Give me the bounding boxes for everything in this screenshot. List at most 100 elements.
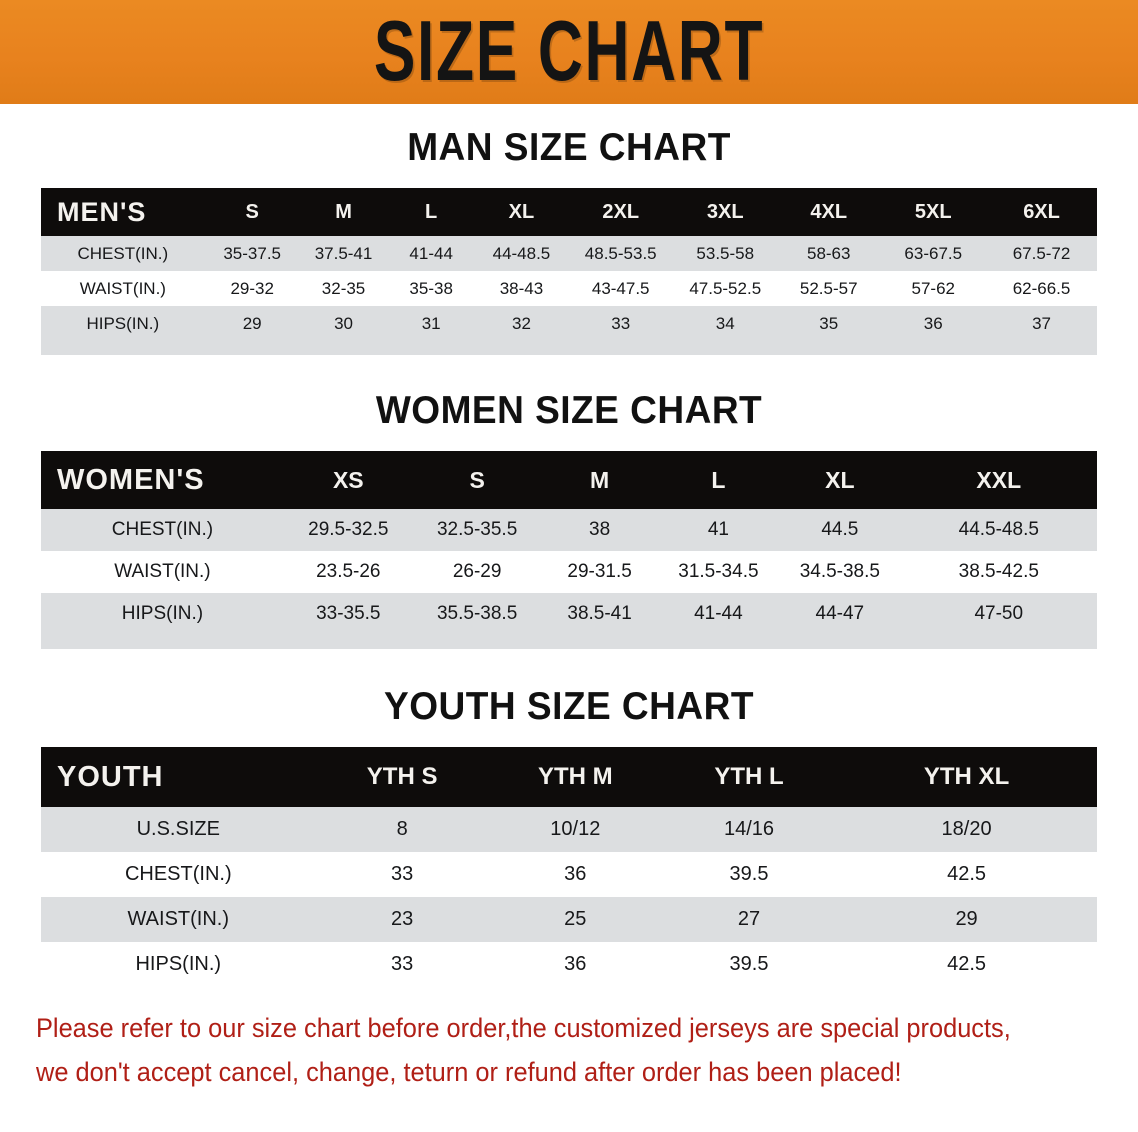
page-banner: SIZE CHART: [0, 0, 1138, 104]
cell: 58-63: [776, 236, 881, 271]
women-size-col-0: XS: [332, 466, 364, 493]
man-row-label-chest: CHEST(IN.): [41, 236, 205, 271]
man-section-title: MAN SIZE CHART: [407, 126, 731, 169]
youth-size-chart: YOUTH YTH S YTH M YTH L YTH XL U.S.SIZE …: [41, 747, 1097, 987]
cell: 34: [673, 306, 777, 341]
return-policy-note: Please refer to our size chart before or…: [36, 1007, 1038, 1094]
table-row: HIPS(IN.) 29 30 31 32 33 34 35 36 37: [41, 306, 1097, 341]
youth-row-label-waist: WAIST(IN.): [41, 897, 316, 942]
table-row: HIPS(IN.) 33-35.5 35.5-38.5 38.5-41 41-4…: [41, 593, 1097, 635]
cell: 29-31.5: [541, 551, 658, 593]
table-row: CHEST(IN.) 33 36 39.5 42.5: [41, 852, 1097, 897]
man-size-col-5: 3XL: [706, 200, 744, 223]
man-size-col-4: 2XL: [602, 200, 640, 223]
women-size-col-4: XL: [825, 466, 855, 493]
cell: 33: [315, 852, 489, 897]
cell: 44.5-48.5: [900, 509, 1097, 551]
women-size-col-5: XXL: [976, 466, 1022, 493]
cell: 63-67.5: [880, 236, 987, 271]
cell: 32.5-35.5: [412, 509, 542, 551]
youth-header-row: YOUTH YTH S YTH M YTH L YTH XL: [41, 747, 1097, 807]
women-size-col-2: M: [590, 466, 610, 493]
man-header-row: MEN'S S M L XL 2XL 3XL 4XL 5XL 6XL: [41, 188, 1097, 236]
cell: 32: [474, 306, 568, 341]
youth-size-col-1: YTH M: [537, 763, 613, 790]
women-header-row: WOMEN'S XS S M L XL XXL: [41, 451, 1097, 509]
table-row: WAIST(IN.) 23.5-26 26-29 29-31.5 31.5-34…: [41, 551, 1097, 593]
women-row-label-chest: CHEST(IN.): [41, 509, 284, 551]
women-section-title: WOMEN SIZE CHART: [375, 389, 763, 432]
cell: 38.5-41: [541, 593, 658, 635]
man-size-col-8: 6XL: [1023, 200, 1060, 223]
return-policy-line-1: Please refer to our size chart before or…: [36, 1013, 1011, 1043]
women-table-bottom-band: [41, 635, 1097, 649]
cell: 47-50: [900, 593, 1097, 635]
cell: 35: [776, 306, 881, 341]
cell: 42.5: [836, 942, 1097, 987]
man-size-chart: MEN'S S M L XL 2XL 3XL 4XL 5XL 6XL CHEST…: [41, 188, 1097, 355]
cell: 29: [204, 306, 300, 341]
cell: 38-43: [474, 271, 568, 306]
cell: 32-35: [299, 271, 388, 306]
man-table-label: MEN'S: [57, 196, 147, 227]
youth-row-label-chest: CHEST(IN.): [41, 852, 316, 897]
man-size-col-2: L: [425, 200, 438, 223]
women-size-col-3: L: [711, 466, 726, 493]
cell: 30: [299, 306, 388, 341]
cell: 33: [567, 306, 674, 341]
cell: 33: [315, 942, 489, 987]
cell: 35-38: [387, 271, 475, 306]
cell: 33-35.5: [283, 593, 413, 635]
youth-size-col-2: YTH L: [714, 763, 784, 790]
cell: 36: [880, 306, 987, 341]
youth-size-col-0: YTH S: [366, 763, 438, 790]
cell: 57-62: [880, 271, 987, 306]
cell: 35-37.5: [204, 236, 300, 271]
women-row-label-waist: WAIST(IN.): [41, 551, 284, 593]
cell: 43-47.5: [567, 271, 674, 306]
women-size-table: WOMEN'S XS S M L XL XXL CHEST(IN.) 29.5-…: [41, 451, 1097, 649]
youth-table-label: YOUTH: [57, 760, 164, 793]
youth-row-label-us-size: U.S.SIZE: [41, 807, 316, 852]
table-row: U.S.SIZE 8 10/12 14/16 18/20: [41, 807, 1097, 852]
cell: 53.5-58: [673, 236, 777, 271]
man-table-bottom-band: [41, 341, 1097, 355]
cell: 41: [657, 509, 780, 551]
table-row: CHEST(IN.) 35-37.5 37.5-41 41-44 44-48.5…: [41, 236, 1097, 271]
cell: 29.5-32.5: [283, 509, 413, 551]
cell: 25: [488, 897, 662, 942]
cell: 37.5-41: [299, 236, 388, 271]
return-policy-line-2: we don't accept cancel, change, teturn o…: [36, 1056, 902, 1087]
women-row-label-hips: HIPS(IN.): [41, 593, 284, 635]
cell: 37: [986, 306, 1097, 341]
man-row-label-waist: WAIST(IN.): [41, 271, 205, 306]
women-size-chart: WOMEN'S XS S M L XL XXL CHEST(IN.) 29.5-…: [41, 451, 1097, 649]
cell: 41-44: [387, 236, 475, 271]
cell: 67.5-72: [986, 236, 1097, 271]
cell: 42.5: [836, 852, 1097, 897]
man-size-col-1: M: [335, 200, 352, 223]
cell: 27: [661, 897, 837, 942]
youth-size-col-3: YTH XL: [923, 763, 1010, 790]
man-size-col-6: 4XL: [810, 200, 848, 223]
cell: 23.5-26: [283, 551, 413, 593]
women-size-col-1: S: [469, 466, 485, 493]
cell: 38.5-42.5: [900, 551, 1097, 593]
cell: 26-29: [412, 551, 542, 593]
cell: 44.5: [779, 509, 901, 551]
table-row: WAIST(IN.) 29-32 32-35 35-38 38-43 43-47…: [41, 271, 1097, 306]
cell: 38: [541, 509, 658, 551]
cell: 39.5: [661, 942, 837, 987]
cell: 48.5-53.5: [567, 236, 674, 271]
youth-row-label-hips: HIPS(IN.): [41, 942, 316, 987]
table-row: WAIST(IN.) 23 25 27 29: [41, 897, 1097, 942]
cell: 8: [315, 807, 489, 852]
cell: 10/12: [488, 807, 662, 852]
man-size-col-3: XL: [508, 200, 535, 223]
cell: 44-48.5: [474, 236, 568, 271]
table-row: HIPS(IN.) 33 36 39.5 42.5: [41, 942, 1097, 987]
table-row: CHEST(IN.) 29.5-32.5 32.5-35.5 38 41 44.…: [41, 509, 1097, 551]
cell: 29: [836, 897, 1097, 942]
cell: 36: [488, 852, 662, 897]
cell: 34.5-38.5: [779, 551, 901, 593]
